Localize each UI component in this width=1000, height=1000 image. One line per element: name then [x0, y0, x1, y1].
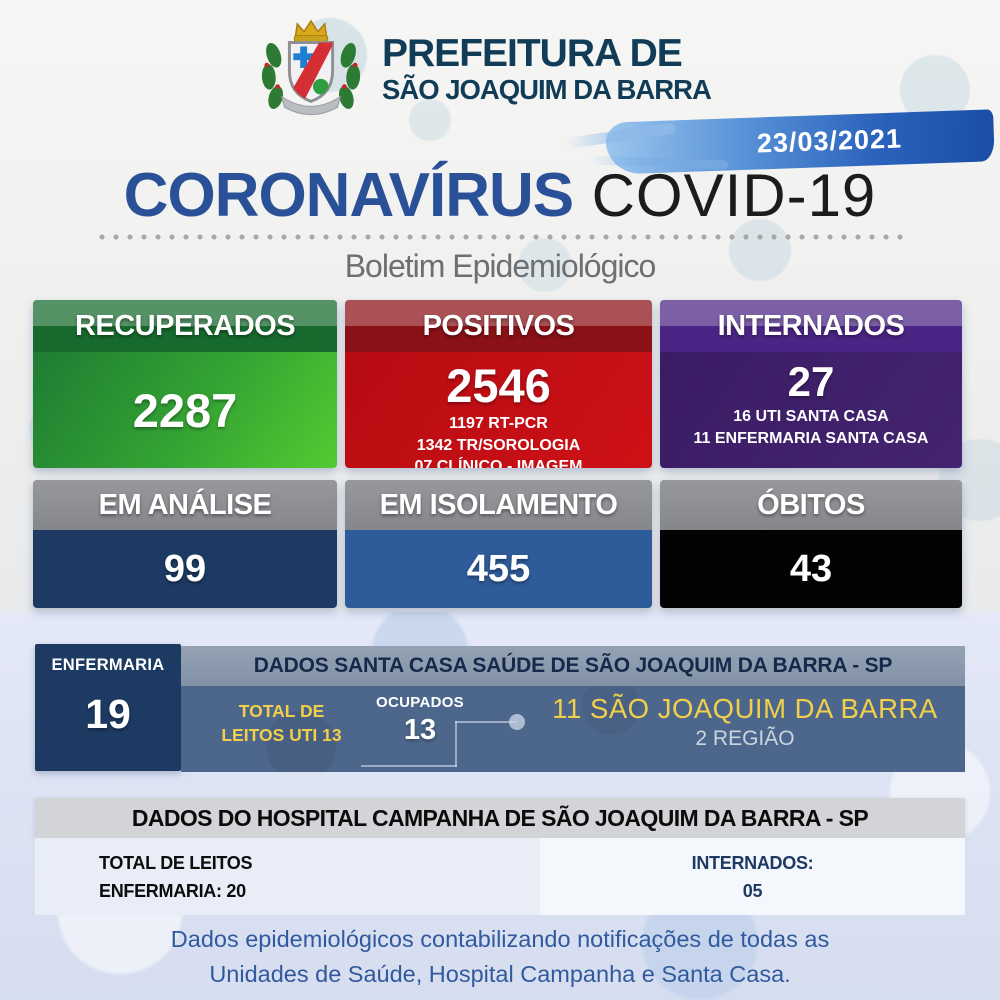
santa-casa-enfermaria-value: 19 [85, 691, 131, 737]
card-recuperados: RECUPERADOS 2287 [33, 300, 337, 468]
card-internados-detail: 11 ENFERMARIA SANTA CASA [693, 429, 929, 447]
hospital-campanha-beds: TOTAL DE LEITOS ENFERMARIA: 20 [99, 850, 540, 906]
hospital-campanha-beds-panel: TOTAL DE LEITOS ENFERMARIA: 20 [35, 838, 540, 915]
title-coronavirus: CORONAVÍRUS [123, 161, 574, 230]
card-internados-detail: 16 UTI SANTA CASA [733, 408, 889, 425]
card-em-analise-label: EM ANÁLISE [98, 488, 272, 521]
santa-casa-title: DADOS SANTA CASA SAÚDE DE SÃO JOAQUIM DA… [253, 654, 893, 677]
card-recuperados-value: 2287 [132, 383, 238, 437]
card-positivos-detail: 1342 TR/SOROLOGIA [416, 436, 581, 454]
santa-casa-uti-line1: TOTAL DE [238, 701, 325, 721]
footer-line1: Dados epidemiológicos contabilizando not… [170, 926, 830, 952]
hospital-beds-line1: TOTAL DE LEITOS [99, 853, 253, 873]
hospital-beds-line2: ENFERMARIA: 20 [99, 880, 246, 901]
card-internados-body: 27 16 UTI SANTA CASA 11 ENFERMARIA SANTA… [660, 352, 962, 468]
santa-casa-occupied: OCUPADOS 13 [364, 694, 476, 747]
card-positivos-value: 2546 [446, 359, 551, 412]
card-obitos-value: 43 [789, 547, 833, 590]
santa-casa-enfermaria-label: ENFERMARIA [51, 656, 165, 674]
connector-line [455, 721, 457, 767]
santa-casa-breakdown-main: 11 SÃO JOAQUIM DA BARRA [552, 693, 938, 724]
card-positivos-header: POSITIVOS [345, 300, 652, 352]
santa-casa-breakdown: 11 SÃO JOAQUIM DA BARRA 2 REGIÃO [533, 693, 957, 751]
hospital-campanha-admitted-panel: INTERNADOS: 05 [540, 838, 965, 915]
card-em-analise-header: EM ANÁLISE [33, 480, 337, 530]
card-internados-label: INTERNADOS [717, 309, 905, 342]
card-positivos-detail: 07 CLÍNICO - IMAGEM [414, 458, 583, 468]
card-positivos: POSITIVOS 2546 1197 RT-PCR 1342 TR/SOROL… [345, 300, 652, 468]
card-recuperados-header: RECUPERADOS [33, 300, 337, 352]
footer-note: Dados epidemiológicos contabilizando not… [0, 922, 1000, 993]
card-em-analise-value: 99 [163, 547, 207, 590]
city-coat-of-arms-icon [261, 19, 361, 116]
card-obitos-label: ÓBITOS [757, 488, 865, 521]
santa-casa-uti-total: TOTAL DE LEITOS UTI 13 [199, 700, 364, 747]
header-logo-block: PREFEITURA DE SÃO JOAQUIM DA BARRA [252, 16, 712, 122]
card-internados-value: 27 [787, 358, 835, 405]
card-em-analise: EM ANÁLISE 99 [33, 480, 337, 608]
title-covid19: COVID-19 [591, 162, 877, 229]
dotted-divider [95, 233, 905, 241]
santa-casa-occupied-value: 13 [403, 714, 437, 746]
card-em-isolamento-body: 455 [345, 530, 652, 608]
hospital-campanha-title-band: DADOS DO HOSPITAL CAMPANHA DE SÃO JOAQUI… [35, 798, 965, 838]
card-em-analise-body: 99 [33, 530, 337, 608]
santa-casa-uti-line2: LEITOS UTI 13 [221, 724, 342, 745]
hospital-campanha-title: DADOS DO HOSPITAL CAMPANHA DE SÃO JOAQUI… [131, 804, 869, 831]
card-recuperados-body: 2287 [33, 352, 337, 468]
hospital-campanha-admitted: INTERNADOS: 05 [540, 850, 965, 906]
card-positivos-body: 2546 1197 RT-PCR 1342 TR/SOROLOGIA 07 CL… [345, 352, 652, 468]
card-internados-header: INTERNADOS [660, 300, 962, 352]
footer-line2: Unidades de Saúde, Hospital Campanha e S… [209, 961, 791, 988]
card-em-isolamento-value: 455 [466, 547, 531, 590]
org-name-line1: PREFEITURA DE [382, 32, 683, 76]
santa-casa-title-band: DADOS SANTA CASA SAÚDE DE SÃO JOAQUIM DA… [181, 646, 965, 686]
bulletin-subtitle: Boletim Epidemiológico [344, 248, 657, 284]
card-em-isolamento-label: EM ISOLAMENTO [379, 488, 618, 521]
card-em-isolamento-header: EM ISOLAMENTO [345, 480, 652, 530]
hospital-admitted-value: 05 [742, 880, 763, 901]
org-name: PREFEITURA DE SÃO JOAQUIM DA BARRA [382, 32, 712, 106]
card-internados: INTERNADOS 27 16 UTI SANTA CASA 11 ENFER… [660, 300, 962, 468]
santa-casa-breakdown-secondary: 2 REGIÃO [695, 727, 795, 750]
card-em-isolamento: EM ISOLAMENTO 455 [345, 480, 652, 608]
main-title: CORONAVÍRUS COVID-19 [0, 160, 1000, 231]
bulletin-date: 23/03/2021 [756, 122, 903, 158]
connector-dot [509, 714, 525, 730]
connector-line [361, 765, 457, 767]
card-recuperados-label: RECUPERADOS [74, 309, 296, 342]
card-positivos-label: POSITIVOS [422, 309, 575, 342]
card-positivos-detail: 1197 RT-PCR [449, 415, 548, 432]
hospital-admitted-label: INTERNADOS: [691, 853, 814, 873]
card-obitos: ÓBITOS 43 [660, 480, 962, 608]
org-name-line2: SÃO JOAQUIM DA BARRA [382, 74, 712, 106]
santa-casa-enfermaria-box: ENFERMARIA 19 [35, 644, 181, 771]
santa-casa-body: TOTAL DE LEITOS UTI 13 OCUPADOS 13 11 SÃ… [181, 686, 965, 772]
connector-line [455, 721, 517, 723]
card-obitos-body: 43 [660, 530, 962, 608]
card-obitos-header: ÓBITOS [660, 480, 962, 530]
santa-casa-occupied-label: OCUPADOS [376, 694, 464, 711]
